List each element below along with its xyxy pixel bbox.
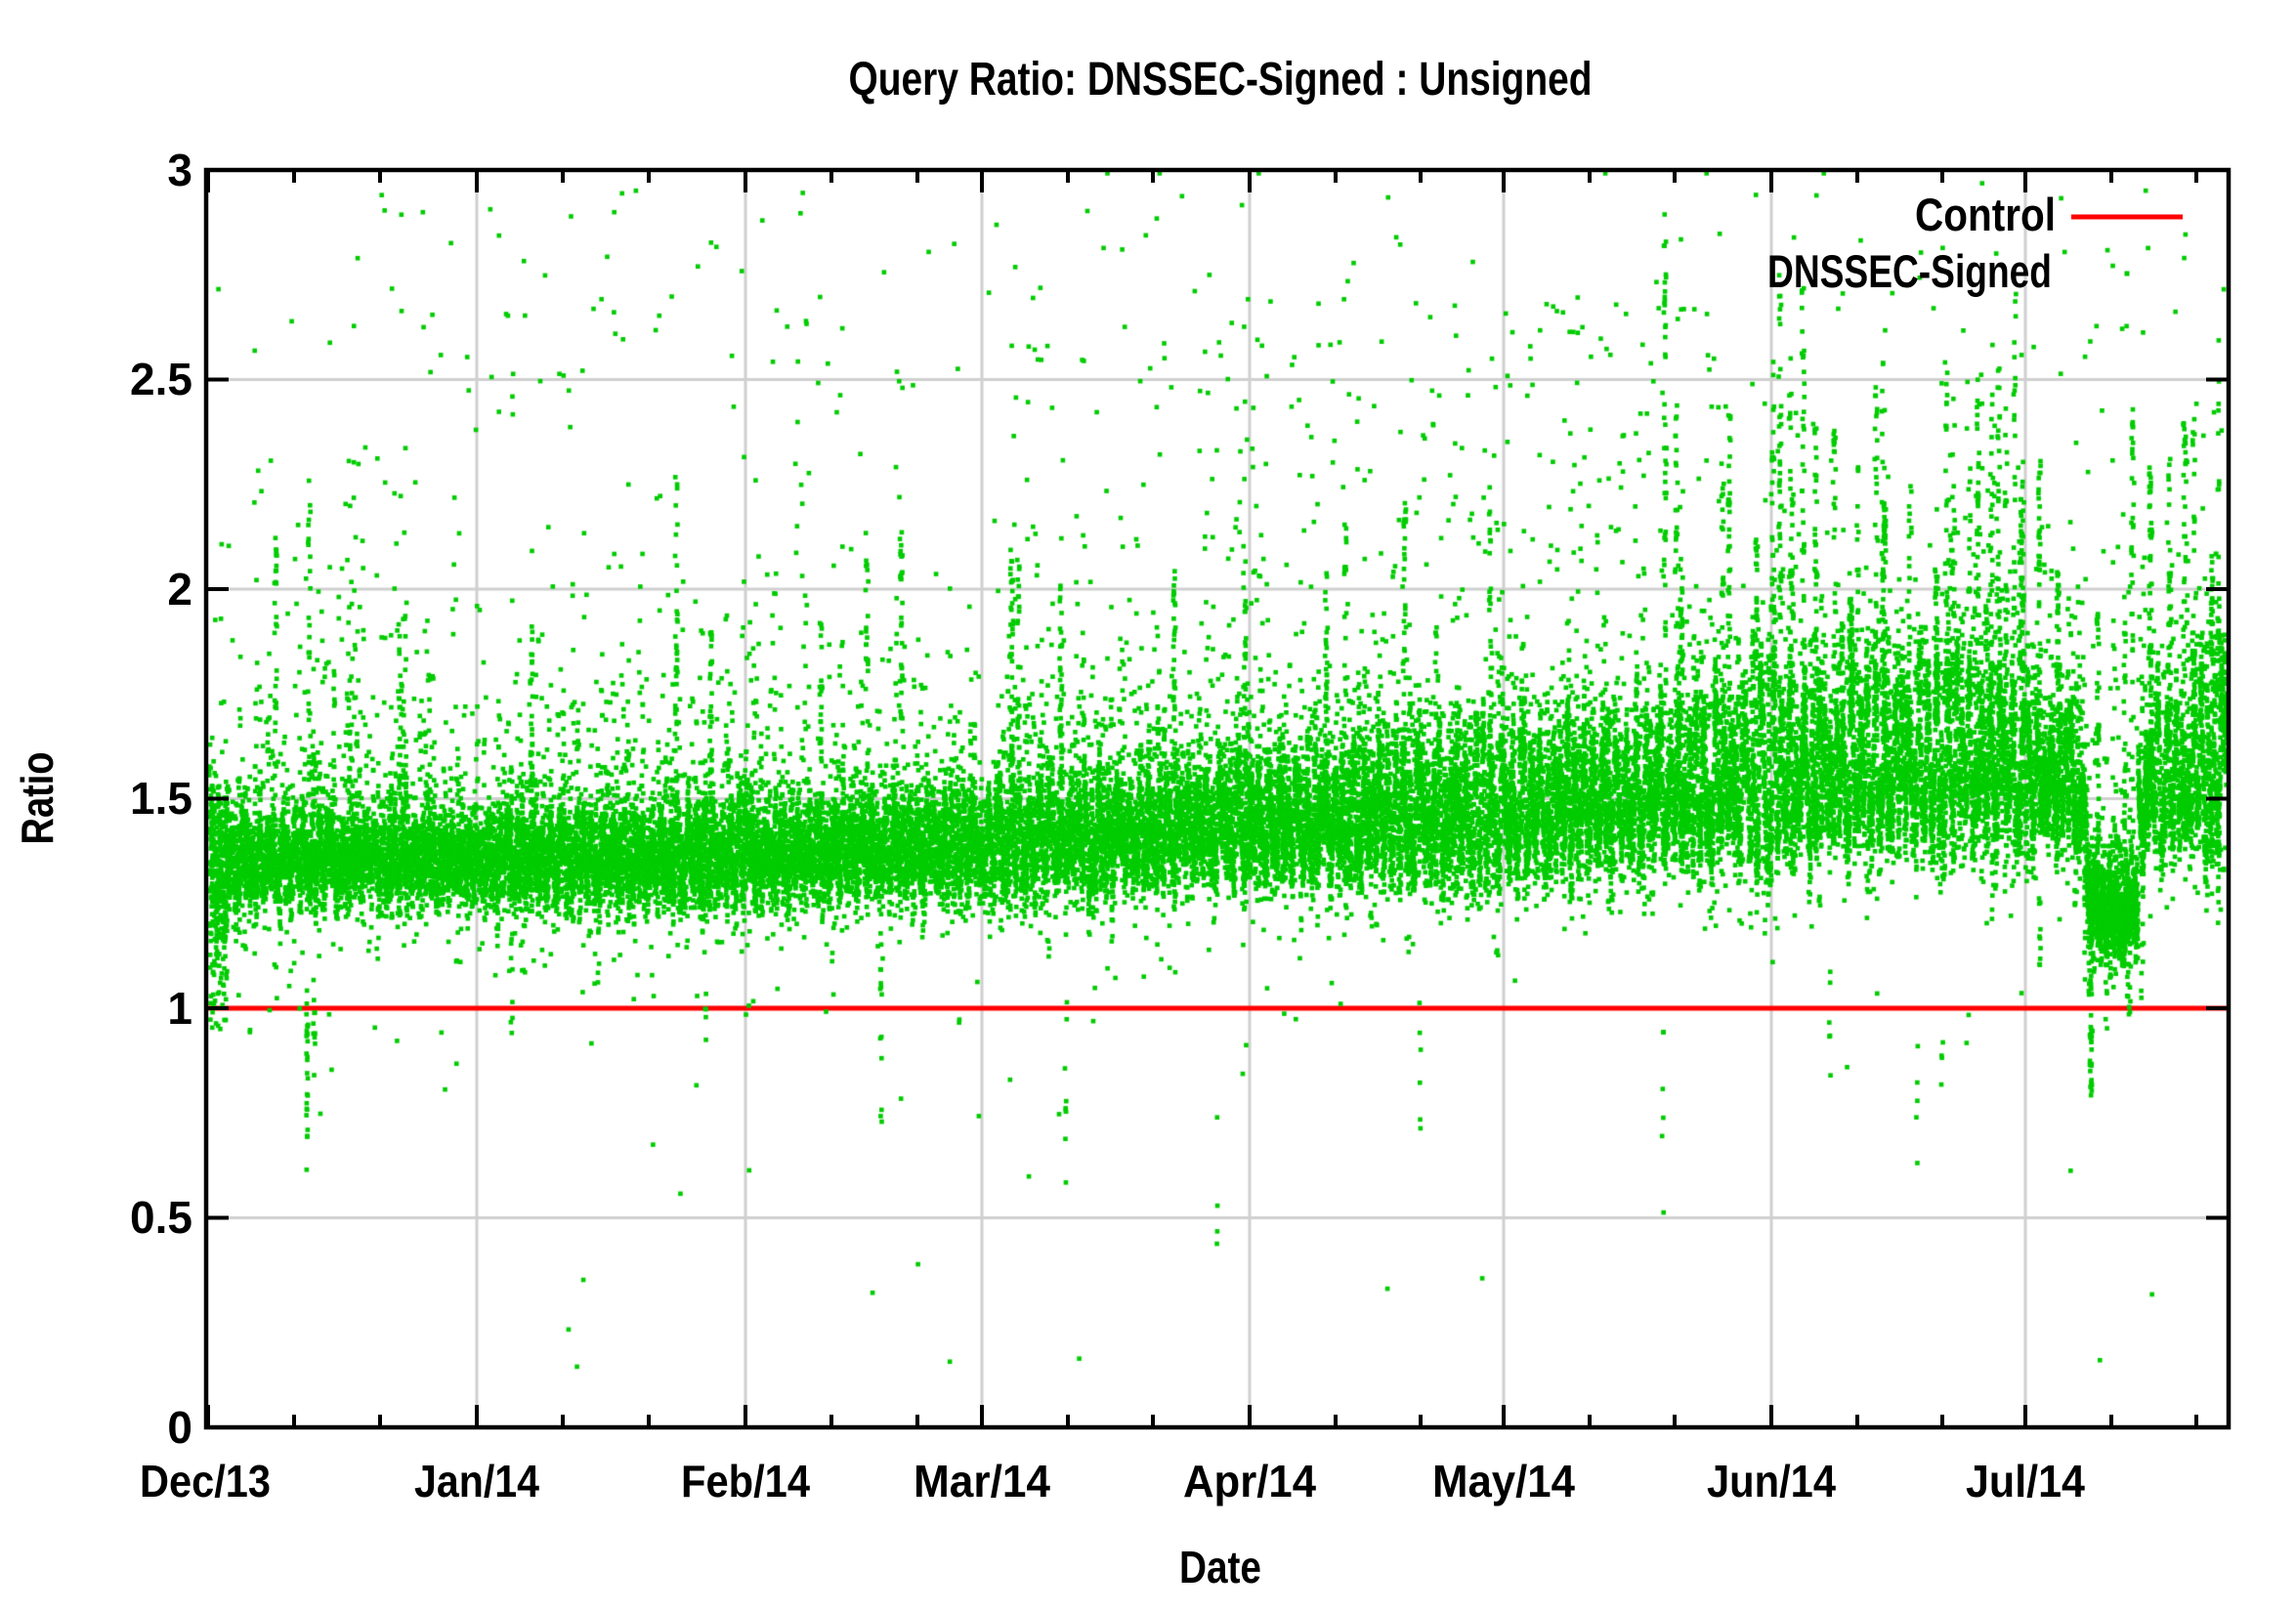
svg-text:1: 1 [167, 983, 192, 1034]
svg-text:DNSSEC-Signed: DNSSEC-Signed [1767, 245, 2052, 297]
svg-text:May/14: May/14 [1432, 1456, 1575, 1506]
svg-text:Dec/13: Dec/13 [140, 1456, 271, 1506]
svg-text:Date: Date [1179, 1542, 1261, 1592]
svg-text:Apr/14: Apr/14 [1183, 1456, 1316, 1506]
svg-text:Mar/14: Mar/14 [914, 1456, 1050, 1506]
svg-text:1.5: 1.5 [130, 773, 192, 824]
svg-text:2.5: 2.5 [130, 354, 192, 404]
svg-text:Jan/14: Jan/14 [414, 1456, 539, 1506]
svg-text:0: 0 [167, 1402, 192, 1453]
svg-text:Jun/14: Jun/14 [1707, 1456, 1836, 1506]
svg-text:Query Ratio: DNSSEC-Signed : U: Query Ratio: DNSSEC-Signed : Unsigned [849, 54, 1593, 106]
svg-text:2: 2 [167, 564, 192, 615]
svg-text:0.5: 0.5 [130, 1192, 192, 1243]
svg-text:Ratio: Ratio [12, 752, 63, 845]
svg-text:3: 3 [167, 145, 192, 195]
svg-text:Jul/14: Jul/14 [1966, 1456, 2085, 1506]
svg-text:Control: Control [1915, 189, 2056, 240]
svg-text:Feb/14: Feb/14 [681, 1456, 810, 1506]
